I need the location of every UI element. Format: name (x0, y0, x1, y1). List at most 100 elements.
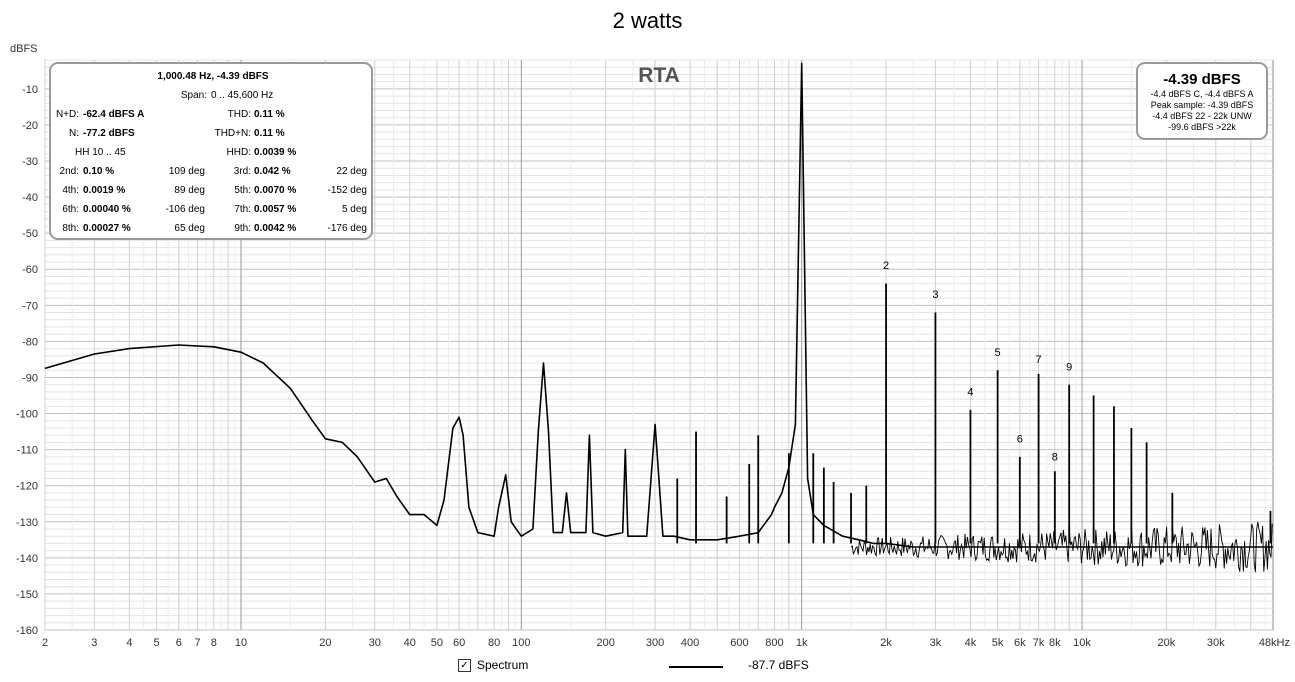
thdn-label: THD+N: (214, 128, 251, 139)
nd-label: N+D: (55, 109, 79, 120)
thd-label: THD: (227, 109, 251, 120)
harmonic-level: 0.0019 % (83, 185, 126, 196)
level-detail-4: -99.6 dBFS >22k (1168, 122, 1236, 132)
y-tick-label: -50 (22, 228, 38, 240)
x-tick-label: 6k (1014, 637, 1026, 649)
x-tick-label: 40 (404, 637, 416, 649)
harmonic-order-label: 8th: (62, 223, 79, 234)
harmonic-order-label: 7th: (234, 204, 251, 215)
y-tick-label: -40 (22, 192, 38, 204)
harmonic-phase: 89 deg (174, 185, 205, 196)
level-panel: -4.39 dBFS -4.4 dBFS C, -4.4 dBFS A Peak… (1136, 62, 1268, 140)
hh-label: HH 10 .. 45 (75, 147, 126, 158)
harmonic-phase: -152 deg (327, 185, 367, 196)
harmonic-order-label: 3rd: (233, 166, 251, 177)
x-tick-label: 6 (176, 637, 182, 649)
x-tick-label: 60 (453, 637, 465, 649)
x-tick-label: 80 (488, 637, 500, 649)
y-tick-label: -70 (22, 300, 38, 312)
harmonic-level: 0.0070 % (254, 185, 297, 196)
x-tick-label: 20 (319, 637, 331, 649)
legend-level-value: -87.7 dBFS (748, 658, 809, 672)
harmonic-level: 0.0042 % (254, 223, 297, 234)
legend: ✓ Spectrum -87.7 dBFS (0, 657, 1295, 677)
x-tick-label: 100 (512, 637, 530, 649)
y-tick-label: -130 (16, 517, 38, 529)
harmonic-order-label: 4th: (62, 185, 79, 196)
info-header: 1,000.48 Hz, -4.39 dBFS (157, 71, 269, 82)
harmonic-label: 7 (1036, 354, 1042, 366)
harmonic-label: 2 (883, 260, 889, 272)
y-tick-label: -90 (22, 372, 38, 384)
x-tick-label: 30k (1207, 637, 1225, 649)
level-readout: -4.39 dBFS (1163, 71, 1241, 88)
hhd-value: 0.0039 % (254, 147, 297, 158)
series-marks (44, 62, 1273, 573)
harmonic-level: 0.042 % (254, 166, 291, 177)
legend-line-swatch (669, 666, 723, 668)
harmonic-level: 0.10 % (83, 166, 115, 177)
n-value: -77.2 dBFS (83, 128, 135, 139)
x-tick-label: 7k (1033, 637, 1045, 649)
x-tick-label: 3k (930, 637, 942, 649)
harmonic-labels: 2 3 4 5 6 7 8 9 (883, 260, 1072, 463)
harmonic-row: 8th: 0.00027 % 65 deg 9th: 0.0042 % -176 deg (51, 223, 375, 242)
y-tick-label: -20 (22, 120, 38, 132)
y-tick-label: -160 (16, 625, 38, 637)
x-tick-label: 30 (369, 637, 381, 649)
harmonic-order-label: 2nd: (59, 166, 79, 177)
harmonic-order-label: 9th: (234, 223, 251, 234)
x-tick-label: 7 (194, 637, 200, 649)
harmonic-order-label: 5th: (234, 185, 251, 196)
harmonic-phase: -106 deg (165, 204, 205, 215)
noise-floor (850, 521, 1273, 573)
spectrum-label[interactable]: Spectrum (477, 658, 529, 672)
harmonic-level: 0.00040 % (83, 204, 131, 215)
x-tick-label: 3 (91, 637, 97, 649)
y-tick-label: -80 (22, 336, 38, 348)
y-tick-label: -140 (16, 553, 38, 565)
y-tick-label: -30 (22, 156, 38, 168)
harmonic-level: 0.0057 % (254, 204, 297, 215)
harmonic-phase: 109 deg (168, 166, 205, 177)
x-tick-label: 4 (126, 637, 132, 649)
harmonic-level: 0.00027 % (83, 223, 131, 234)
y-tick-label: -120 (16, 481, 38, 493)
level-detail-1: -4.4 dBFS C, -4.4 dBFS A (1150, 89, 1254, 99)
x-tick-label: 10 (235, 637, 247, 649)
thd-value: 0.11 % (254, 109, 285, 120)
harmonic-label: 5 (995, 347, 1001, 359)
span-value: 0 .. 45,600 Hz (211, 90, 274, 101)
x-tick-label: 5 (154, 637, 160, 649)
harmonic-order-label: 6th: (62, 204, 79, 215)
x-tick-label: 2 (42, 637, 48, 649)
x-tick-label: 8 (211, 637, 217, 649)
y-tick-label: -150 (16, 589, 38, 601)
harmonic-phase: 5 deg (341, 204, 367, 215)
y-tick-label: -110 (17, 445, 38, 457)
y-tick-label: -60 (22, 264, 38, 276)
x-tick-label: 20k (1158, 637, 1176, 649)
x-tick-label: 300 (646, 637, 664, 649)
y-tick-label: -100 (16, 409, 38, 421)
harmonic-row: 2nd: 0.10 % 109 deg 3rd: 0.042 % 22 deg (51, 166, 375, 185)
y-axis-label: dBFS (10, 43, 38, 55)
harmonic-row: 4th: 0.0019 % 89 deg 5th: 0.0070 % -152 deg (51, 185, 375, 204)
harmonic-label: 4 (967, 387, 973, 399)
nd-value: -62.4 dBFS A (83, 109, 145, 120)
x-tick-label: 600 (730, 637, 748, 649)
n-label: N: (69, 128, 79, 139)
harmonic-label: 8 (1052, 451, 1058, 463)
harmonic-phase: 22 deg (336, 166, 367, 177)
harmonic-label: 9 (1066, 361, 1072, 373)
chart-title: 2 watts (612, 8, 683, 33)
x-tick-label: 800 (765, 637, 783, 649)
harmonic-label: 6 (1017, 433, 1023, 445)
spectrum-checkbox[interactable]: ✓ (458, 659, 471, 672)
x-tick-label: 10k (1073, 637, 1091, 649)
measurement-panel: 1,000.48 Hz, -4.39 dBFS Span: 0 .. 45,60… (49, 62, 373, 240)
thdn-value: 0.11 % (254, 128, 285, 139)
hhd-label: HHD: (226, 147, 251, 158)
x-tick-label: 50 (431, 637, 443, 649)
x-tick-label: 8k (1049, 637, 1061, 649)
